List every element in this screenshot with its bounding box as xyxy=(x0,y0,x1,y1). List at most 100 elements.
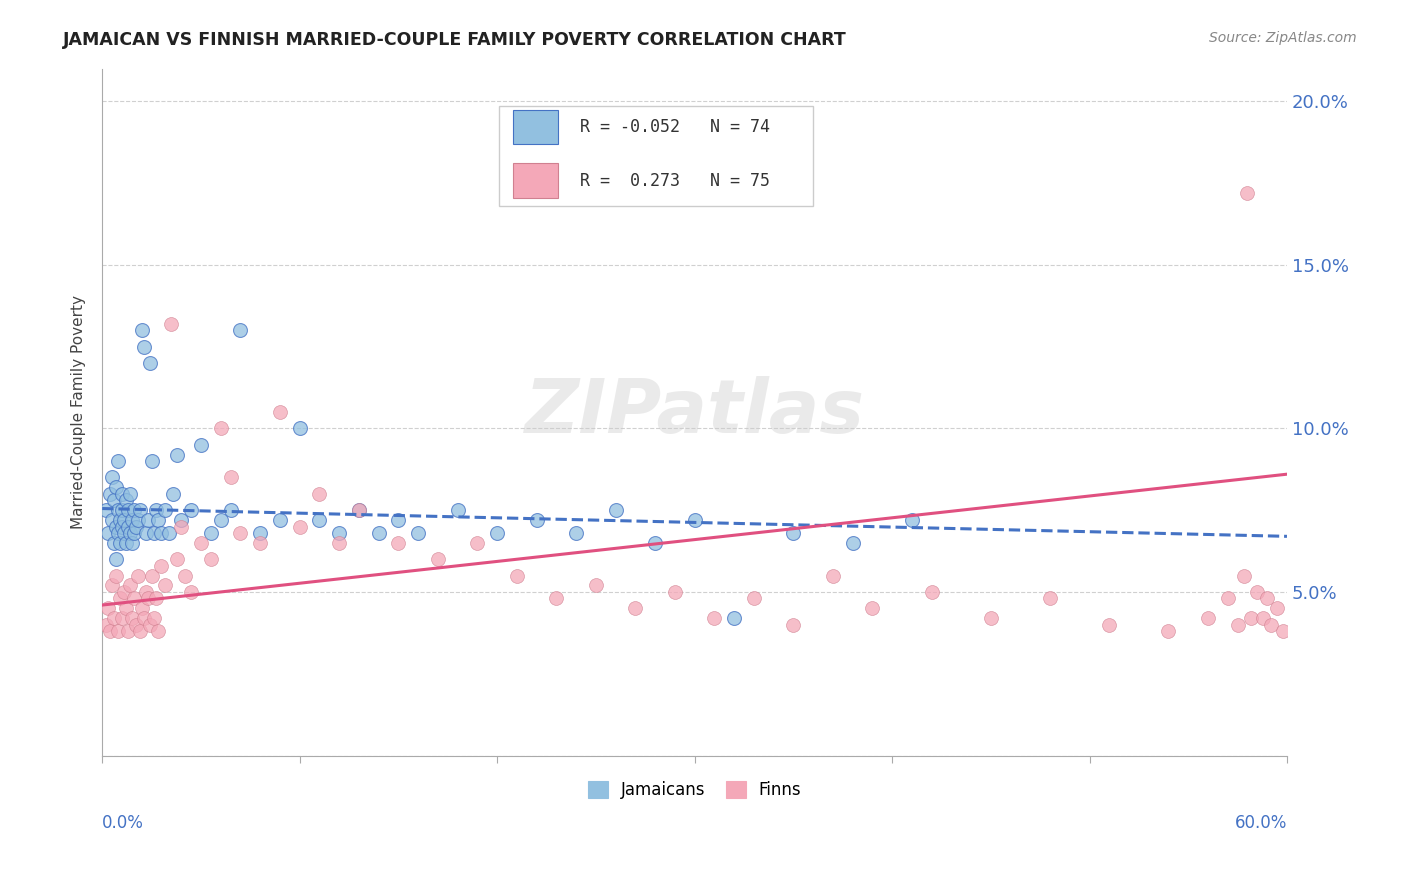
Point xyxy=(1265,601,1288,615)
Point xyxy=(200,552,222,566)
Point xyxy=(136,513,159,527)
Point xyxy=(98,624,121,639)
Point xyxy=(219,503,242,517)
Point xyxy=(97,526,120,541)
Point xyxy=(644,536,666,550)
Bar xyxy=(513,163,558,198)
Point xyxy=(115,601,138,615)
Point xyxy=(125,617,148,632)
Point xyxy=(1098,617,1121,632)
Point xyxy=(565,526,588,541)
Point xyxy=(105,480,128,494)
Point xyxy=(170,513,193,527)
Point xyxy=(446,503,468,517)
Point xyxy=(96,617,118,632)
Point xyxy=(105,568,128,582)
Point xyxy=(118,487,141,501)
Point xyxy=(145,591,167,606)
Point xyxy=(841,536,863,550)
Point xyxy=(703,611,725,625)
Legend: Jamaicans, Finns: Jamaicans, Finns xyxy=(588,780,801,798)
Point xyxy=(1251,611,1274,625)
Point xyxy=(108,536,131,550)
Point xyxy=(921,585,943,599)
Point xyxy=(160,317,183,331)
Point xyxy=(101,470,124,484)
Point xyxy=(117,503,139,517)
Point xyxy=(136,591,159,606)
Point xyxy=(115,536,138,550)
Point xyxy=(288,421,311,435)
Point xyxy=(288,519,311,533)
Point xyxy=(980,611,1002,625)
Point xyxy=(105,552,128,566)
Point xyxy=(127,568,149,582)
Point xyxy=(170,519,193,533)
Point xyxy=(328,526,350,541)
Point xyxy=(1216,591,1239,606)
Y-axis label: Married-Couple Family Poverty: Married-Couple Family Poverty xyxy=(72,295,86,529)
Point xyxy=(782,526,804,541)
Point xyxy=(269,405,291,419)
Point xyxy=(141,568,163,582)
Point xyxy=(1226,617,1249,632)
Point xyxy=(1246,585,1268,599)
Point xyxy=(219,470,242,484)
Point xyxy=(605,503,627,517)
Point xyxy=(96,503,118,517)
Point xyxy=(135,585,157,599)
Point xyxy=(125,519,148,533)
Point xyxy=(135,526,157,541)
Text: ZIPatlas: ZIPatlas xyxy=(524,376,865,449)
Point xyxy=(121,536,143,550)
Point xyxy=(112,585,135,599)
Point xyxy=(142,611,165,625)
Point xyxy=(486,526,509,541)
Point xyxy=(860,601,883,615)
Point xyxy=(103,493,125,508)
Point xyxy=(107,503,129,517)
Point xyxy=(98,487,121,501)
Point xyxy=(122,503,145,517)
Text: R = -0.052   N = 74: R = -0.052 N = 74 xyxy=(579,118,769,136)
Point xyxy=(101,578,124,592)
Point xyxy=(367,526,389,541)
Point xyxy=(118,578,141,592)
Point xyxy=(723,611,745,625)
Bar xyxy=(513,110,558,145)
Point xyxy=(146,513,169,527)
Point xyxy=(138,356,160,370)
Point xyxy=(111,519,134,533)
Point xyxy=(111,487,134,501)
Point xyxy=(180,585,202,599)
Point xyxy=(122,591,145,606)
Point xyxy=(526,513,548,527)
Point xyxy=(142,526,165,541)
Point xyxy=(146,624,169,639)
Point xyxy=(166,552,188,566)
Point xyxy=(387,536,409,550)
Point xyxy=(683,513,706,527)
Point xyxy=(426,552,449,566)
Point xyxy=(200,526,222,541)
Point xyxy=(107,526,129,541)
Point xyxy=(624,601,647,615)
Point xyxy=(174,568,197,582)
Point xyxy=(105,519,128,533)
FancyBboxPatch shape xyxy=(499,106,813,206)
Point xyxy=(108,591,131,606)
Point xyxy=(1039,591,1062,606)
Point xyxy=(209,421,232,435)
Point xyxy=(131,601,153,615)
Point xyxy=(121,611,143,625)
Point xyxy=(138,617,160,632)
Point xyxy=(155,578,177,592)
Point xyxy=(131,323,153,337)
Point xyxy=(308,487,330,501)
Point xyxy=(1157,624,1180,639)
Point xyxy=(249,536,271,550)
Point xyxy=(387,513,409,527)
Point xyxy=(1260,617,1282,632)
Point xyxy=(141,454,163,468)
Point xyxy=(150,526,173,541)
